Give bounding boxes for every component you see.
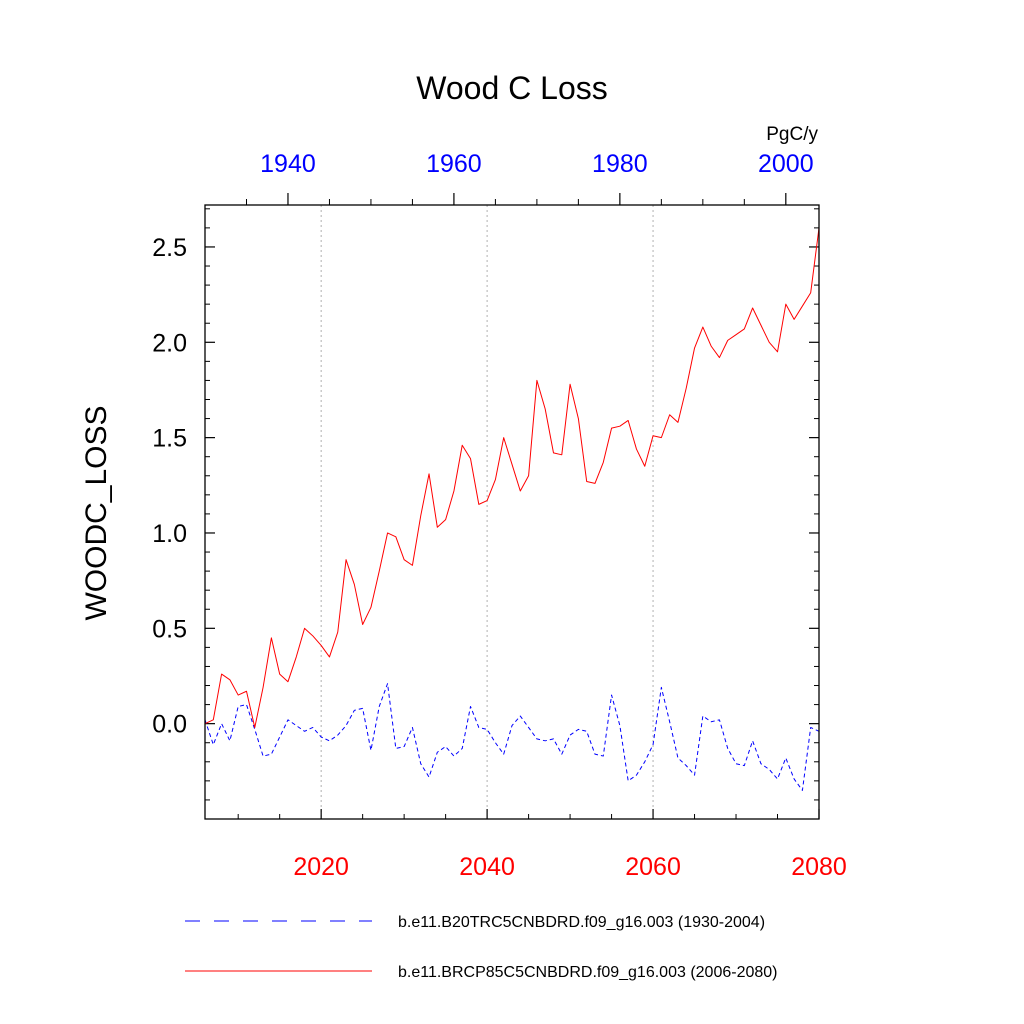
y-tick-label-0: 0.0 (152, 711, 187, 739)
bottom-tick-label-1: 2040 (459, 853, 515, 881)
y-tick-label-2: 1.0 (152, 520, 187, 548)
top-tick-label-1: 1960 (426, 150, 482, 178)
y-tick-label-4: 2.0 (152, 329, 187, 357)
y-tick-label-3: 1.5 (152, 425, 187, 453)
series-line-future (204, 227, 820, 728)
gridlines (320, 205, 654, 819)
top-tick-label-2: 1980 (592, 150, 648, 178)
chart-title: Wood C Loss (416, 70, 608, 106)
y-axis-ticks: 0.0 0.5 1.0 1.5 2.0 2.5 (152, 208, 819, 801)
legend-label-historical: b.e11.B20TRC5CNBDRD.f09_g16.003 (1930-20… (398, 914, 765, 931)
plot-frame (204, 204, 820, 820)
legend: b.e11.B20TRC5CNBDRD.f09_g16.003 (1930-20… (185, 914, 777, 981)
bottom-tick-label-2: 2060 (625, 853, 681, 881)
y-tick-label-5: 2.5 (152, 234, 187, 262)
top-tick-label-0: 1940 (260, 150, 316, 178)
bottom-tick-label-0: 2020 (293, 853, 349, 881)
series-layer (204, 227, 820, 791)
series-line-historical (204, 683, 820, 791)
top-tick-label-3: 2000 (758, 150, 814, 178)
bottom-axis-ticks: 2020 2040 2060 2080 (237, 809, 847, 881)
legend-label-future: b.e11.BRCP85C5CNBDRD.f09_g16.003 (2006-2… (398, 964, 777, 981)
units-label: PgC/y (766, 124, 818, 145)
y-axis-label: WOODC_LOSS (80, 405, 113, 620)
top-axis-ticks: 1940 1960 1980 2000 (245, 150, 814, 205)
y-tick-label-1: 0.5 (152, 615, 187, 643)
bottom-tick-label-3: 2080 (791, 853, 847, 881)
